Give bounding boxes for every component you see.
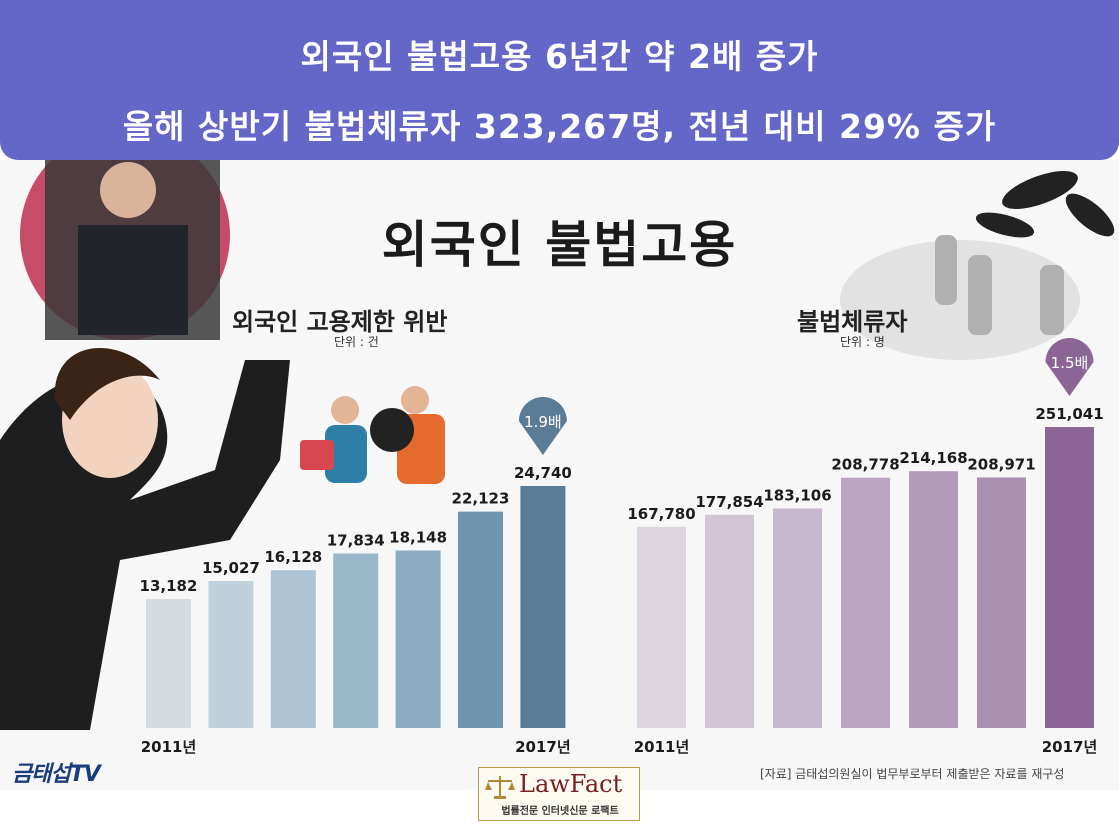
worker-mechanic-head bbox=[401, 386, 429, 414]
x-tick-label: 2011년 bbox=[634, 738, 690, 756]
data-label: 183,106 bbox=[763, 486, 831, 504]
headline-line-2: 올해 상반기 불법체류자 323,267명, 전년 대비 29% 증가 bbox=[122, 107, 997, 146]
bar bbox=[395, 550, 441, 728]
x-tick-label: 2017년 bbox=[1042, 738, 1098, 756]
shouting-woman-hair bbox=[54, 347, 160, 420]
bar bbox=[146, 599, 191, 728]
left-chart-title: 외국인 고용제한 위반 bbox=[232, 308, 448, 336]
lawfact-tagline: 법률전문 인터넷신문 로팩트 bbox=[501, 806, 619, 817]
bar bbox=[841, 477, 890, 728]
lawfact-logo: LawFact 법률전문 인터넷신문 로팩트 bbox=[478, 767, 640, 821]
data-label: 208,778 bbox=[831, 456, 899, 474]
bar bbox=[977, 477, 1026, 728]
data-label: 24,740 bbox=[514, 464, 572, 482]
data-label: 18,148 bbox=[389, 528, 447, 546]
people-silhouettes bbox=[840, 235, 1080, 360]
data-label: 17,834 bbox=[327, 532, 385, 550]
cleaning-bucket bbox=[300, 440, 334, 470]
bar bbox=[458, 511, 503, 728]
right-chart-unit: 단위 : 명 bbox=[840, 335, 885, 349]
bar bbox=[333, 553, 379, 728]
infographic-title: 외국인 불법고용 bbox=[381, 216, 738, 274]
data-label: 22,123 bbox=[452, 490, 510, 508]
data-label: 15,027 bbox=[202, 559, 260, 577]
speaker-suit bbox=[78, 225, 188, 335]
worker-cleaner-head bbox=[331, 396, 359, 424]
annotation-marker bbox=[1045, 338, 1094, 396]
lawfact-name: LawFact bbox=[519, 770, 623, 798]
data-label: 214,168 bbox=[899, 449, 967, 467]
left-chart-unit: 단위 : 건 bbox=[334, 335, 379, 349]
data-label: 13,182 bbox=[140, 577, 198, 595]
tv-logo: 금태섭TV bbox=[12, 762, 101, 787]
bar bbox=[1045, 427, 1094, 728]
headline-line-1: 외국인 불법고용 6년간 약 2배 증가 bbox=[300, 37, 819, 76]
annotation-marker bbox=[518, 397, 567, 455]
x-tick-label: 2017년 bbox=[515, 738, 571, 756]
bar bbox=[705, 514, 754, 728]
right-chart-title: 불법체류자 bbox=[797, 308, 908, 336]
bar bbox=[909, 471, 958, 728]
headline-banner: 외국인 불법고용 6년간 약 2배 증가 올해 상반기 불법체류자 323,26… bbox=[0, 0, 1119, 160]
data-label: 16,128 bbox=[264, 548, 322, 566]
data-label: 251,041 bbox=[1035, 405, 1103, 423]
annotation-label: 1.9배 bbox=[524, 413, 562, 431]
worker-cleaner-body bbox=[325, 425, 367, 483]
speaker-head bbox=[100, 162, 156, 218]
data-label: 208,971 bbox=[967, 455, 1035, 473]
bar bbox=[637, 526, 686, 728]
bar bbox=[208, 581, 254, 728]
source-note: [자료] 금태섭의원실이 법무부로부터 제출받은 자료를 재구성 bbox=[760, 767, 1065, 781]
scales-icon bbox=[485, 776, 515, 799]
tire bbox=[370, 408, 414, 452]
annotation-label: 1.5배 bbox=[1051, 354, 1089, 372]
bar bbox=[520, 486, 566, 728]
data-label: 177,854 bbox=[695, 493, 763, 511]
bar bbox=[270, 570, 316, 728]
leaves-decoration bbox=[975, 171, 1115, 238]
data-label: 167,780 bbox=[627, 505, 695, 523]
x-tick-label: 2011년 bbox=[141, 738, 197, 756]
bar bbox=[773, 508, 822, 728]
